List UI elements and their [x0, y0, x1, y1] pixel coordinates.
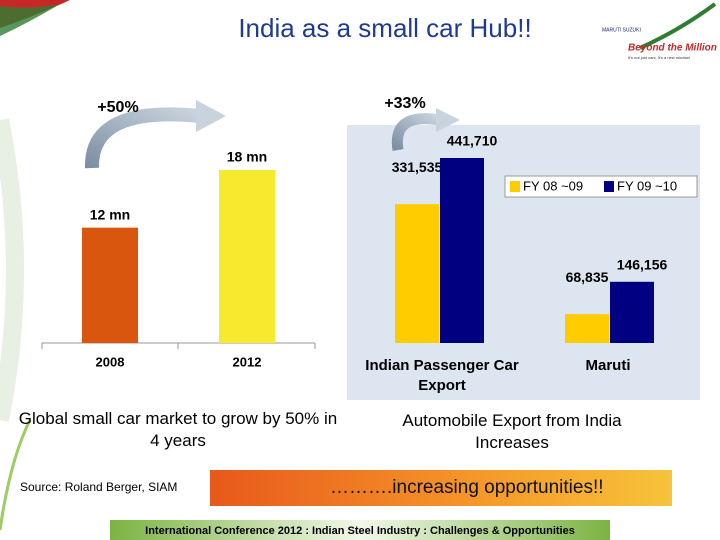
- slide-title: India as a small car Hub!!: [238, 13, 531, 43]
- x-tick-label: Maruti: [585, 357, 631, 374]
- banner: [210, 470, 672, 506]
- bar: [440, 158, 484, 343]
- annotation: +33%: [384, 95, 425, 112]
- x-tick-label: 2012: [233, 354, 262, 369]
- legend-box: [504, 175, 698, 198]
- growth-arrow: [391, 113, 441, 151]
- data-label: 68,835: [566, 269, 609, 285]
- x-tick-label: 2008: [96, 354, 125, 369]
- bar: [395, 204, 439, 343]
- bar: [219, 170, 275, 343]
- leaf-decoration: [0, 118, 24, 422]
- logo-swoosh: [639, 2, 717, 50]
- banner-text: ……….increasing opportunities!!: [330, 477, 604, 498]
- legend-label: FY 09 ~10: [617, 178, 677, 193]
- growth-arrow-head: [436, 108, 460, 132]
- legend-label: FY 08 ~09: [523, 178, 583, 193]
- growth-arrow: [84, 107, 201, 169]
- data-label: 331,535: [392, 159, 443, 175]
- chart-caption: Automobile Export from India Increases: [402, 411, 622, 452]
- legend-swatch: [510, 181, 520, 192]
- logo-brand: MARUTI SUZUKI: [602, 27, 641, 33]
- bar: [82, 227, 138, 343]
- logo-tagline: It's not just cars. It's a new mindset: [628, 55, 691, 60]
- data-label: 12 mn: [90, 206, 130, 222]
- growth-arrow-head: [196, 100, 226, 132]
- data-label: 146,156: [617, 256, 668, 272]
- brush-decoration: [0, 4, 60, 36]
- data-label: 441,710: [447, 133, 498, 149]
- chart-caption: Global small car market to grow by 50% i…: [18, 409, 338, 450]
- legend-swatch: [604, 181, 614, 192]
- footer-text: International Conference 2012 : Indian S…: [145, 525, 575, 537]
- footer-bar: [110, 520, 610, 540]
- source-note: Source: Roland Berger, SIAM: [20, 480, 177, 494]
- x-tick-label: Indian Passenger Car Export: [365, 357, 519, 394]
- leaf-decoration: [0, 419, 32, 531]
- bar: [610, 281, 654, 343]
- annotation: +50%: [97, 99, 138, 116]
- logo-name: Beyond the Million: [628, 43, 717, 54]
- bar: [565, 314, 609, 343]
- logo-box: [600, 22, 712, 70]
- data-label: 18 mn: [227, 149, 267, 165]
